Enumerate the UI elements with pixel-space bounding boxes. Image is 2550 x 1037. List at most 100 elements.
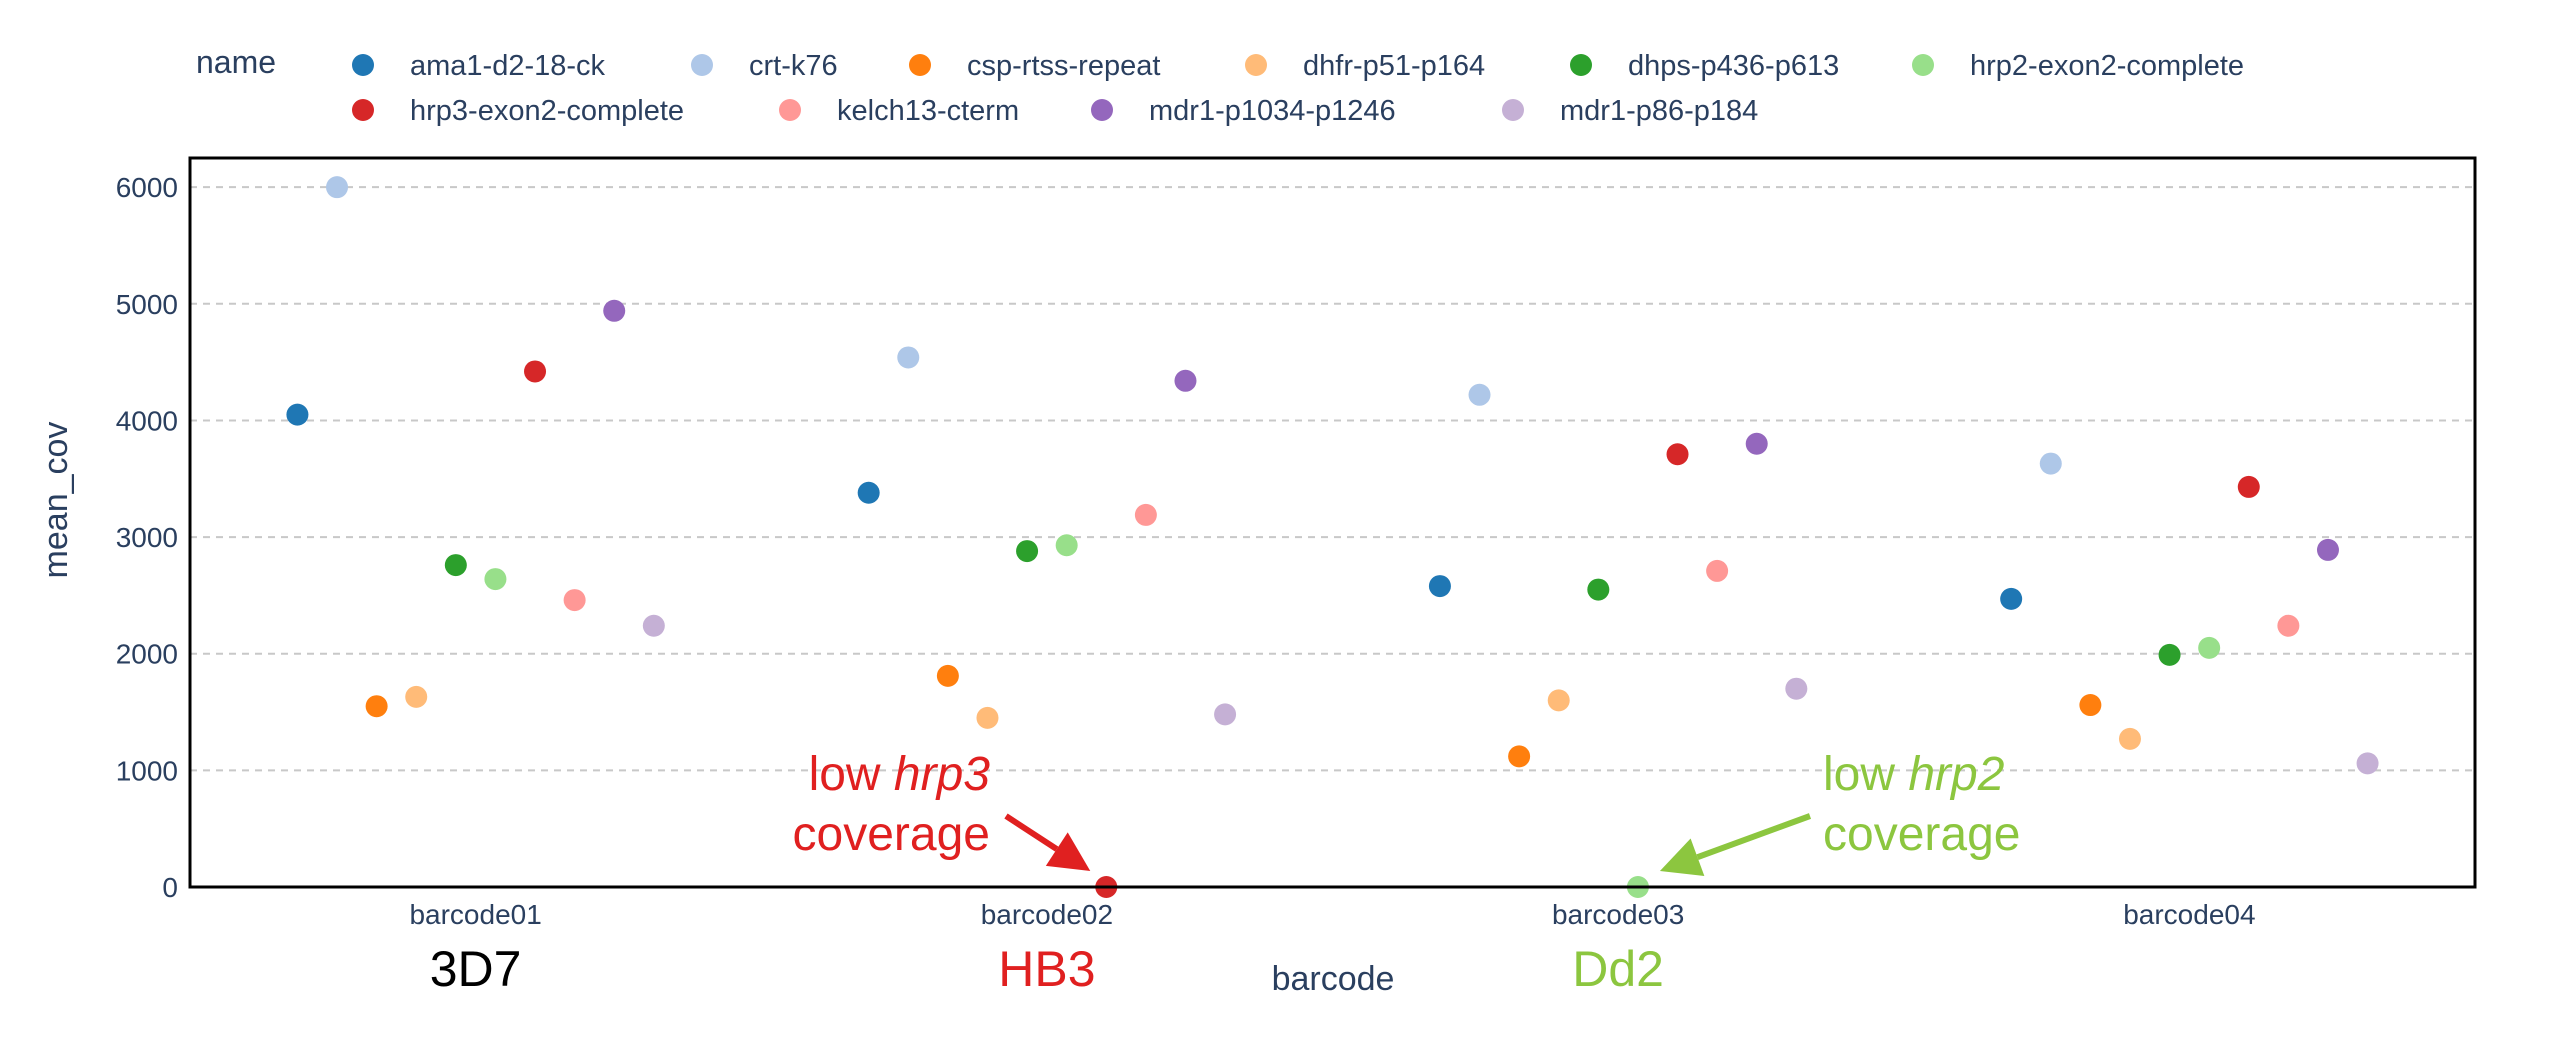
x-tick-label-barcode01: barcode01 — [409, 899, 541, 930]
point-csp-rtss-repeat-barcode02 — [936, 664, 959, 687]
strain-label: HB3 — [998, 941, 1095, 997]
y-tick-label: 6000 — [116, 172, 178, 203]
point-crt-k76-barcode02 — [897, 346, 920, 369]
point-dhps-p436-p613-barcode01 — [444, 554, 467, 577]
annotation-line2: coverage — [793, 808, 990, 861]
point-crt-k76-barcode01 — [326, 176, 349, 199]
legend-marker — [352, 99, 374, 121]
point-crt-k76-barcode04 — [2039, 452, 2062, 475]
annotation-line2: coverage — [1823, 808, 2020, 861]
point-mdr1-p1034-p1246-barcode04 — [2316, 538, 2339, 561]
y-tick-label: 5000 — [116, 289, 178, 320]
legend-label: csp-rtss-repeat — [967, 50, 1160, 82]
legend-marker — [1912, 54, 1934, 76]
data-points — [286, 176, 2379, 898]
point-dhps-p436-p613-barcode02 — [1016, 540, 1039, 563]
point-mdr1-p1034-p1246-barcode03 — [1745, 432, 1768, 455]
point-mdr1-p1034-p1246-barcode02 — [1174, 369, 1197, 392]
legend-item-mdr1-p1034-p1246[interactable]: mdr1-p1034-p1246 — [1091, 95, 1396, 127]
annotation-line1: low hrp3 — [809, 748, 991, 801]
legend-item-hrp3-exon2-complete[interactable]: hrp3-exon2-complete — [352, 95, 684, 127]
legend: name ama1-d2-18-ck crt-k76 csp-rtss-repeat d… — [196, 44, 2244, 127]
legend-item-dhfr-p51-p164[interactable]: dhfr-p51-p164 — [1245, 50, 1485, 82]
legend-label: mdr1-p86-p184 — [1560, 95, 1758, 127]
legend-marker — [909, 54, 931, 76]
x-tick-label-barcode02: barcode02 — [981, 899, 1113, 930]
strain-labels: 3D7 HB3 Dd2 — [430, 941, 1664, 997]
point-crt-k76-barcode03 — [1468, 383, 1491, 406]
point-dhfr-p51-p164-barcode01 — [405, 685, 428, 708]
point-hrp2-exon2-complete-barcode01 — [484, 568, 507, 591]
annotation-hrp2: low hrp2 coverage — [1659, 748, 2020, 877]
annotation-arrow — [1659, 813, 1812, 877]
point-mdr1-p86-p184-barcode01 — [642, 614, 665, 637]
legend-title: name — [196, 44, 276, 80]
plot-frame — [188, 156, 2477, 889]
legend-item-crt-k76[interactable]: crt-k76 — [691, 50, 838, 82]
point-dhfr-p51-p164-barcode04 — [2118, 727, 2141, 750]
point-kelch13-cterm-barcode02 — [1134, 503, 1157, 526]
x-axis-title: barcode — [1272, 960, 1395, 998]
point-ama1-d2-18-ck-barcode04 — [2000, 587, 2023, 610]
legend-label: kelch13-cterm — [837, 95, 1019, 127]
legend-item-ama1-d2-18-ck[interactable]: ama1-d2-18-ck — [352, 50, 606, 82]
point-hrp2-exon2-complete-barcode02 — [1055, 534, 1078, 557]
legend-item-kelch13-cterm[interactable]: kelch13-cterm — [779, 95, 1019, 127]
annotation-arrow — [1004, 813, 1091, 871]
point-mdr1-p86-p184-barcode02 — [1214, 703, 1237, 726]
legend-label: hrp3-exon2-complete — [410, 95, 684, 127]
legend-item-csp-rtss-repeat[interactable]: csp-rtss-repeat — [909, 50, 1160, 82]
y-tick-label: 1000 — [116, 755, 178, 786]
legend-item-hrp2-exon2-complete[interactable]: hrp2-exon2-complete — [1912, 50, 2244, 82]
legend-item-dhps-p436-p613[interactable]: dhps-p436-p613 — [1570, 50, 1839, 82]
point-kelch13-cterm-barcode04 — [2277, 614, 2300, 637]
x-tick-label-barcode04: barcode04 — [2123, 899, 2255, 930]
legend-marker — [691, 54, 713, 76]
legend-marker — [1502, 99, 1524, 121]
x-tick-labels: barcode01 barcode02 barcode03 barcode04 — [409, 899, 2255, 930]
legend-marker — [352, 54, 374, 76]
point-hrp3-exon2-complete-barcode01 — [524, 360, 547, 383]
y-tick-label: 2000 — [116, 639, 178, 670]
annotations: low hrp3 coverage low hrp2 coverage — [793, 748, 2020, 877]
legend-label: hrp2-exon2-complete — [1970, 50, 2244, 82]
point-ama1-d2-18-ck-barcode01 — [286, 403, 309, 426]
legend-marker — [1570, 54, 1592, 76]
y-tick-labels: 0 1000 2000 3000 4000 5000 6000 — [116, 172, 178, 903]
point-dhfr-p51-p164-barcode02 — [976, 706, 999, 729]
point-mdr1-p86-p184-barcode04 — [2356, 752, 2379, 775]
point-hrp2-exon2-complete-barcode04 — [2198, 636, 2221, 659]
annotation-hrp3: low hrp3 coverage — [793, 748, 1091, 871]
legend-item-mdr1-p86-p184[interactable]: mdr1-p86-p184 — [1502, 95, 1758, 127]
point-csp-rtss-repeat-barcode04 — [2079, 694, 2102, 717]
legend-label: dhfr-p51-p164 — [1303, 50, 1485, 82]
point-ama1-d2-18-ck-barcode03 — [1428, 575, 1451, 598]
point-ama1-d2-18-ck-barcode02 — [857, 481, 880, 504]
y-tick-label: 0 — [162, 872, 178, 903]
point-csp-rtss-repeat-barcode03 — [1508, 745, 1531, 768]
point-dhps-p436-p613-barcode03 — [1587, 578, 1610, 601]
legend-marker — [1091, 99, 1113, 121]
annotation-line1: low hrp2 — [1823, 748, 2004, 801]
x-tick-label-barcode03: barcode03 — [1552, 899, 1684, 930]
point-hrp3-exon2-complete-barcode03 — [1666, 443, 1689, 466]
y-tick-label: 4000 — [116, 405, 178, 436]
legend-label: mdr1-p1034-p1246 — [1149, 95, 1396, 127]
point-dhps-p436-p613-barcode04 — [2158, 643, 2181, 666]
point-csp-rtss-repeat-barcode01 — [365, 695, 388, 718]
y-tick-label: 3000 — [116, 522, 178, 553]
grid-lines — [190, 186, 2475, 772]
point-dhfr-p51-p164-barcode03 — [1547, 689, 1570, 712]
point-mdr1-p1034-p1246-barcode01 — [603, 299, 626, 322]
y-axis-title: mean_cov — [37, 422, 75, 579]
strain-label: 3D7 — [430, 941, 522, 997]
legend-label: dhps-p436-p613 — [1628, 50, 1839, 82]
point-mdr1-p86-p184-barcode03 — [1785, 677, 1808, 700]
point-kelch13-cterm-barcode03 — [1706, 559, 1729, 582]
strain-label: Dd2 — [1572, 941, 1664, 997]
legend-label: ama1-d2-18-ck — [410, 50, 606, 82]
point-kelch13-cterm-barcode01 — [563, 589, 586, 612]
legend-marker — [779, 99, 801, 121]
legend-marker — [1245, 54, 1267, 76]
